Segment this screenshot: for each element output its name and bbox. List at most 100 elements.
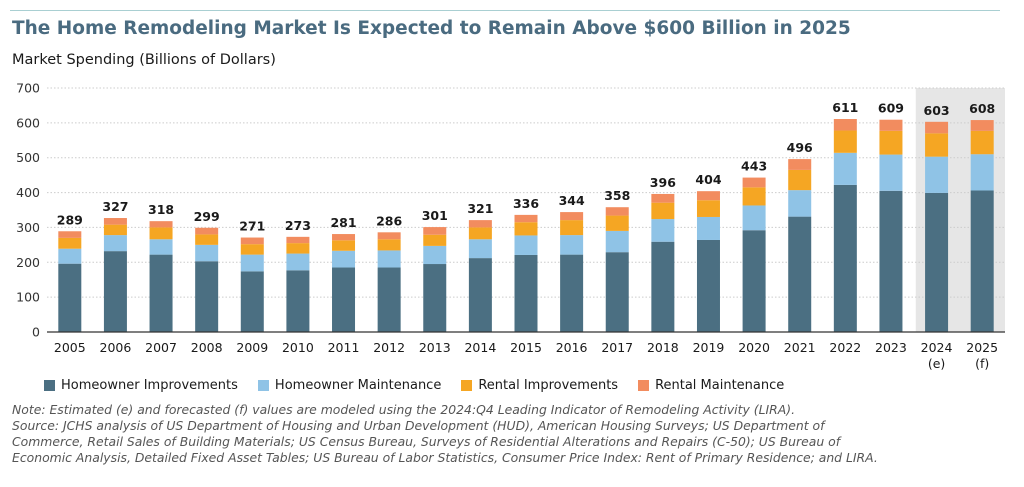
x-tick-label: 2021	[784, 340, 816, 355]
bar-segment-rental-maintenance	[970, 120, 994, 131]
y-tick-label: 600	[16, 115, 40, 130]
top-rule	[10, 10, 1000, 11]
note-line: Economic Analysis, Detailed Fixed Asset …	[12, 450, 878, 465]
bar-segment-rental-improvements	[742, 187, 766, 206]
y-tick-label: 200	[16, 255, 40, 270]
legend-swatch	[44, 379, 55, 391]
data-label-total: 321	[467, 201, 493, 216]
bar-segment-homeowner-improvements	[605, 252, 629, 332]
legend-swatch	[461, 379, 473, 391]
data-label-total: 327	[102, 199, 128, 214]
x-tick-label: 2015	[510, 340, 542, 355]
bar-segment-rental-improvements	[377, 239, 401, 251]
bar-segment-homeowner-maintenance	[286, 253, 310, 271]
bar-segment-homeowner-maintenance	[514, 235, 538, 255]
legend-swatch	[638, 379, 650, 391]
data-label-total: 608	[969, 101, 995, 116]
legend-item: Rental Improvements	[461, 378, 618, 393]
data-label-total: 358	[604, 188, 630, 203]
y-tick-label: 700	[16, 81, 40, 96]
bar-segment-rental-maintenance	[240, 237, 264, 245]
bar-segment-homeowner-improvements	[103, 251, 127, 332]
x-tick-label: 2022	[829, 340, 861, 355]
bar-segment-rental-maintenance	[696, 191, 720, 201]
x-tick-sublabel: (e)	[928, 356, 945, 371]
bar-segment-homeowner-maintenance	[468, 239, 492, 259]
y-tick-label: 300	[16, 220, 40, 235]
bar-segment-homeowner-improvements	[651, 241, 675, 332]
x-tick-label: 2023	[875, 340, 907, 355]
data-label-total: 299	[194, 209, 220, 224]
bar-segment-homeowner-improvements	[423, 264, 447, 332]
y-tick-label: 100	[16, 290, 40, 305]
bar-segment-homeowner-maintenance	[970, 154, 994, 191]
bar-segment-rental-maintenance	[103, 218, 127, 225]
legend-item: Homeowner Improvements	[44, 378, 238, 393]
x-tick-label: 2020	[738, 340, 770, 355]
bar-segment-homeowner-maintenance	[605, 230, 629, 253]
x-tick-label: 2009	[236, 340, 268, 355]
bar-segment-rental-maintenance	[605, 207, 629, 216]
y-tick-label: 500	[16, 150, 40, 165]
bar-segment-rental-improvements	[833, 130, 857, 153]
legend-item: Homeowner Maintenance	[257, 378, 441, 393]
bar-segment-homeowner-improvements	[514, 254, 538, 332]
bar-segment-homeowner-maintenance	[879, 154, 903, 191]
bar-segment-homeowner-improvements	[696, 239, 720, 332]
bar-segment-rental-improvements	[149, 227, 173, 240]
y-tick-label: 400	[16, 185, 40, 200]
bar-segment-rental-maintenance	[879, 119, 903, 131]
bar-segment-homeowner-maintenance	[58, 248, 82, 264]
bar-segment-homeowner-improvements	[332, 267, 356, 332]
bar-segment-rental-maintenance	[149, 221, 173, 228]
x-tick-label: 2013	[419, 340, 451, 355]
bar-segment-homeowner-maintenance	[651, 219, 675, 242]
x-tick-sublabel: (f)	[975, 356, 989, 371]
data-label-total: 336	[513, 196, 539, 211]
data-label-total: 609	[878, 101, 904, 116]
bar-segment-homeowner-maintenance	[195, 244, 219, 262]
bar-segment-rental-improvements	[423, 234, 447, 246]
bar-segment-homeowner-improvements	[742, 230, 766, 332]
legend-label: Rental Maintenance	[655, 377, 785, 393]
x-tick-label: 2014	[464, 340, 496, 355]
chart-title: The Home Remodeling Market Is Expected t…	[12, 18, 851, 39]
bar-segment-homeowner-improvements	[195, 261, 219, 332]
bar-segment-homeowner-improvements	[58, 263, 82, 332]
bar-segment-rental-improvements	[879, 130, 903, 155]
bar-segment-homeowner-improvements	[560, 254, 584, 332]
x-tick-label: 2007	[145, 340, 177, 355]
bar-segment-rental-improvements	[696, 200, 720, 217]
bar-segment-rental-improvements	[514, 222, 538, 236]
bar-segment-homeowner-maintenance	[103, 235, 127, 252]
bar-segment-rental-improvements	[58, 237, 82, 249]
bar-segment-rental-improvements	[195, 234, 219, 245]
data-label-total: 611	[832, 100, 858, 115]
bar-segment-rental-maintenance	[286, 236, 310, 244]
bar-segment-homeowner-maintenance	[560, 235, 584, 255]
bar-segment-rental-improvements	[925, 133, 949, 157]
bar-segment-rental-improvements	[605, 215, 629, 231]
bar-segment-rental-maintenance	[925, 121, 949, 134]
chart-legend: Homeowner Improvements Homeowner Maintena…	[44, 376, 804, 394]
bar-segment-rental-maintenance	[788, 159, 812, 170]
bar-segment-rental-improvements	[468, 227, 492, 240]
bar-segment-homeowner-maintenance	[742, 205, 766, 231]
bar-segment-rental-improvements	[788, 169, 812, 191]
data-label-total: 271	[239, 219, 265, 234]
bar-segment-homeowner-maintenance	[240, 254, 264, 272]
x-tick-label: 2005	[54, 340, 86, 355]
data-label-total: 286	[376, 213, 402, 228]
x-tick-label: 2018	[647, 340, 679, 355]
bar-segment-homeowner-maintenance	[833, 152, 857, 185]
data-label-total: 443	[741, 159, 767, 174]
x-tick-label: 2016	[556, 340, 588, 355]
bar-segment-rental-improvements	[103, 224, 127, 236]
bar-segment-rental-improvements	[286, 243, 310, 254]
x-tick-label: 2017	[601, 340, 633, 355]
data-label-total: 289	[57, 212, 83, 227]
note-line: Commerce, Retail Sales of Building Mater…	[12, 434, 841, 449]
bar-segment-homeowner-improvements	[286, 270, 310, 332]
data-label-total: 344	[559, 193, 585, 208]
